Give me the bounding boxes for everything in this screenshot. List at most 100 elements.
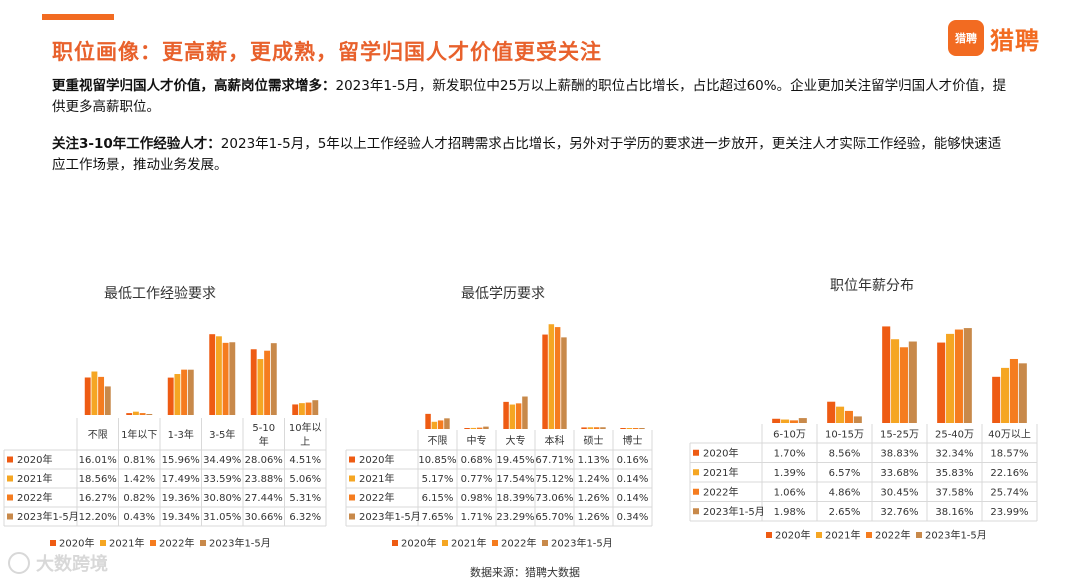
data-label: 30.45%: [880, 487, 918, 498]
bar: [476, 427, 483, 429]
category-label: 6-10万: [773, 430, 806, 441]
bar: [1018, 363, 1027, 423]
title-accent-bar: [42, 14, 114, 20]
bar: [593, 427, 600, 429]
series-swatch: [693, 508, 699, 515]
data-label: 6.15%: [422, 493, 454, 504]
series-swatch: [7, 475, 13, 482]
data-label: 18.39%: [496, 493, 534, 504]
series-swatch: [7, 513, 13, 520]
series-label: 2021年: [359, 472, 394, 485]
data-label: 8.56%: [829, 448, 861, 459]
legend-label: 2021年: [109, 537, 144, 550]
data-label: 23.99%: [990, 507, 1028, 518]
bar: [215, 336, 222, 415]
paragraph-lead: 关注3-10年工作经验人才：: [52, 136, 221, 152]
bar: [174, 374, 181, 415]
bar: [908, 341, 917, 423]
bar: [963, 328, 972, 423]
bar: [632, 428, 639, 429]
legend-swatch: [866, 532, 872, 538]
bar: [425, 413, 431, 429]
data-label: 1.42%: [123, 474, 155, 485]
bar: [509, 404, 516, 429]
bar: [522, 396, 528, 429]
series-swatch: [349, 456, 355, 463]
data-label: 23.88%: [245, 474, 283, 485]
data-label: 0.14%: [617, 474, 649, 485]
data-label: 22.16%: [990, 468, 1028, 479]
category-label: 1年以下: [121, 428, 157, 441]
legend-swatch: [442, 540, 448, 546]
legend-swatch: [766, 532, 772, 538]
bar: [187, 369, 194, 415]
category-label: 25-40万: [935, 430, 974, 441]
category-label: 15-25万: [880, 430, 919, 441]
data-label: 1.71%: [461, 512, 493, 523]
bar: [483, 426, 489, 429]
bar: [437, 420, 444, 429]
data-label: 65.70%: [535, 512, 573, 523]
logo-text: 猎聘: [990, 26, 1040, 55]
series-swatch: [693, 488, 699, 495]
category-label: 5-10: [252, 423, 275, 434]
data-label: 67.71%: [535, 455, 573, 466]
data-label: 1.24%: [578, 474, 610, 485]
data-label: 18.57%: [990, 448, 1028, 459]
series-swatch: [349, 494, 355, 501]
bar: [853, 416, 862, 423]
data-label: 5.31%: [289, 493, 321, 504]
liepin-logo: 猎聘 猎聘: [948, 20, 1040, 56]
chart-title: 最低工作经验要求: [104, 286, 216, 302]
legend-label: 2020年: [401, 537, 436, 550]
category-label: 3-5年: [209, 428, 235, 441]
series-swatch: [7, 456, 13, 463]
data-label: 15.96%: [162, 455, 200, 466]
bar: [98, 376, 105, 415]
data-label: 10.85%: [418, 455, 456, 466]
series-label: 2021年: [703, 466, 738, 479]
legend-label: 2022年: [875, 529, 910, 542]
bar: [312, 400, 319, 415]
bar: [899, 347, 908, 423]
data-label: 16.01%: [79, 455, 117, 466]
category-label: 10年以: [289, 421, 322, 434]
data-label: 12.20%: [79, 512, 117, 523]
data-label: 18.56%: [79, 474, 117, 485]
category-label: 中专: [467, 434, 487, 447]
series-swatch: [7, 494, 13, 501]
bar: [836, 406, 845, 423]
category-label: 1-3年: [168, 428, 194, 441]
legend-label: 2023年1-5月: [551, 537, 613, 550]
series-label: 2021年: [17, 472, 52, 485]
legend-swatch: [100, 540, 106, 546]
data-label: 5.06%: [289, 474, 321, 485]
bar: [229, 342, 236, 415]
data-label: 17.54%: [496, 474, 534, 485]
bar: [1001, 367, 1010, 423]
legend-label: 2022年: [501, 537, 536, 550]
data-label: 1.26%: [578, 493, 610, 504]
legend-label: 2020年: [59, 537, 94, 550]
bar: [626, 428, 633, 429]
bar: [1009, 358, 1018, 423]
chart-title: 最低学历要求: [461, 286, 545, 302]
data-label: 6.32%: [289, 512, 321, 523]
data-label: 0.34%: [617, 512, 649, 523]
series-swatch: [693, 449, 699, 456]
data-label: 19.36%: [162, 493, 200, 504]
bar: [126, 413, 133, 415]
data-label: 33.68%: [880, 468, 918, 479]
data-label: 0.68%: [461, 455, 493, 466]
data-label: 5.17%: [422, 474, 454, 485]
watermark-text: 大数跨境: [36, 554, 108, 575]
data-label: 73.06%: [535, 493, 573, 504]
data-label: 0.14%: [617, 493, 649, 504]
category-label: 不限: [428, 435, 448, 447]
data-label: 30.66%: [245, 512, 283, 523]
legend-swatch: [916, 532, 922, 538]
bar: [891, 339, 900, 423]
data-label: 0.98%: [461, 493, 493, 504]
bar: [264, 350, 271, 415]
